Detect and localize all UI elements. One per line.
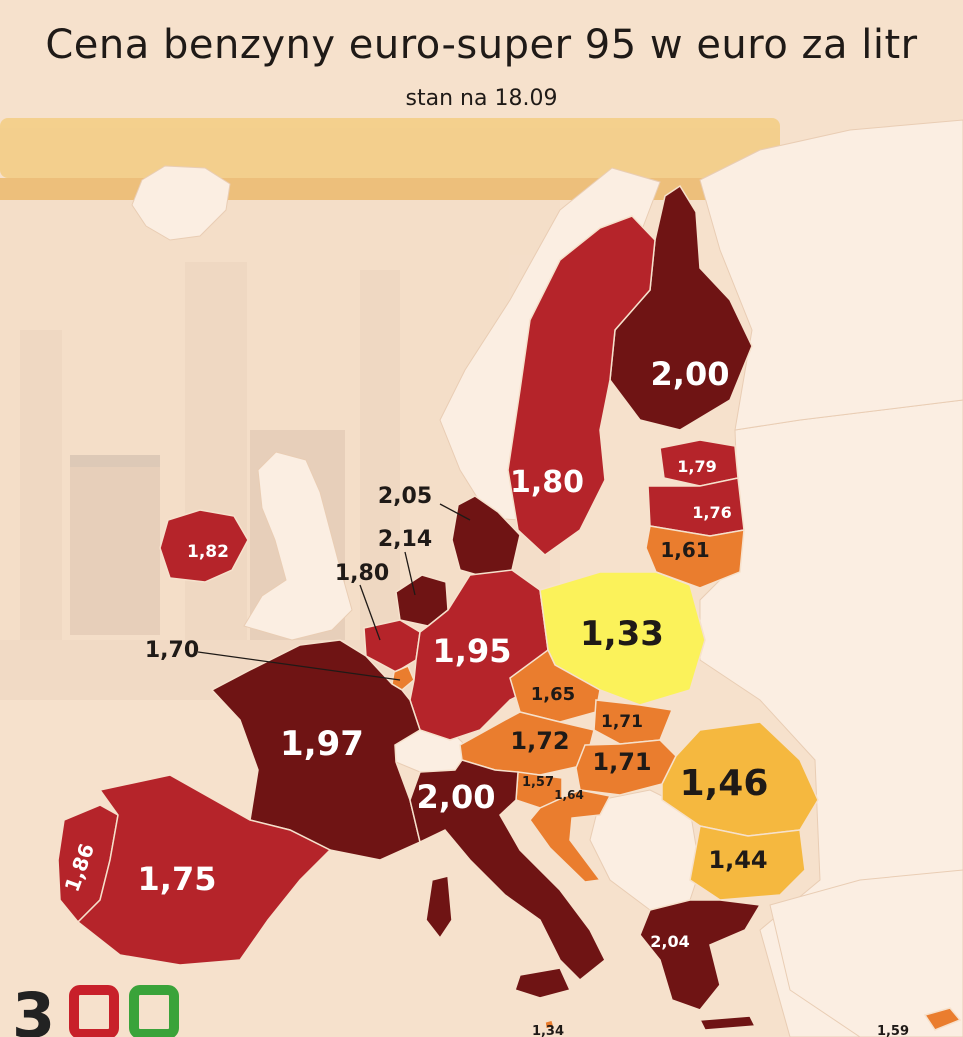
- price-estonia: 1,79: [677, 457, 716, 476]
- price-slovenia: 1,57: [522, 775, 554, 790]
- logo-digit-0-green: [129, 985, 179, 1037]
- leader-lines: [197, 503, 471, 681]
- logo-digit-3: 3: [12, 982, 55, 1037]
- price-greece: 2,04: [650, 932, 689, 951]
- price-hungary: 1,71: [592, 748, 651, 776]
- crete-shape: [698, 1015, 757, 1031]
- price-finland: 2,00: [651, 355, 730, 393]
- price-luxembourg: 1,70: [145, 638, 199, 663]
- leader-luxembourg: [197, 651, 401, 681]
- bulgaria-shape: [689, 825, 806, 901]
- price-denmark: 2,05: [378, 484, 432, 509]
- price-spain: 1,75: [138, 860, 217, 898]
- turkey-shape: [769, 869, 963, 1037]
- greece-shape: [639, 899, 762, 1011]
- price-germany: 1,95: [433, 632, 512, 670]
- lithuania-shape: [645, 525, 745, 589]
- sardinia-shape: [425, 875, 453, 940]
- sicily-shape: [514, 967, 572, 999]
- map-title: Cena benzyny euro-super 95 w euro za lit…: [45, 22, 918, 68]
- price-labels: 2,00 1,80 1,79 1,76 1,61 2,05 2,14 1,80 …: [60, 355, 909, 1037]
- price-czechia: 1,65: [531, 684, 575, 705]
- price-slovakia: 1,71: [601, 712, 643, 732]
- price-poland: 1,33: [580, 614, 664, 654]
- spain-shape: [76, 774, 332, 966]
- iceland-shape: [131, 165, 231, 241]
- price-austria: 1,72: [510, 727, 569, 755]
- price-sweden: 1,80: [510, 465, 584, 500]
- cyprus-shape: [923, 1007, 962, 1031]
- italy-shape: [409, 759, 606, 982]
- sweden-shape: [507, 215, 656, 556]
- leader-netherlands: [404, 551, 416, 596]
- price-lithuania: 1,61: [660, 538, 709, 562]
- price-france: 1,97: [280, 724, 364, 764]
- price-latvia: 1,76: [692, 503, 731, 522]
- map-subtitle: stan na 18.09: [405, 86, 558, 111]
- price-netherlands: 2,14: [378, 527, 432, 552]
- price-romania: 1,46: [680, 763, 769, 804]
- price-malta: 1,34: [532, 1024, 564, 1037]
- price-croatia: 1,64: [554, 788, 584, 802]
- eu-countries: [57, 184, 962, 1031]
- price-belgium: 1,80: [335, 561, 389, 586]
- price-italy: 2,00: [417, 778, 496, 816]
- ireland-shape: [159, 509, 249, 583]
- logo-300: 3: [12, 982, 179, 1037]
- leader-denmark: [439, 503, 471, 521]
- germany-shape: [409, 569, 549, 741]
- uk-shape: [243, 451, 353, 641]
- logo-digit-0-red: [69, 985, 119, 1037]
- russia-north-shape: [699, 119, 963, 431]
- price-ireland: 1,82: [187, 542, 229, 562]
- croatia-shape: [529, 789, 612, 883]
- malta-shape: [544, 1019, 555, 1030]
- leader-belgium: [359, 584, 381, 641]
- price-cyprus: 1,59: [877, 1024, 909, 1037]
- luxembourg-shape: [391, 665, 415, 691]
- price-bulgaria: 1,44: [708, 846, 767, 874]
